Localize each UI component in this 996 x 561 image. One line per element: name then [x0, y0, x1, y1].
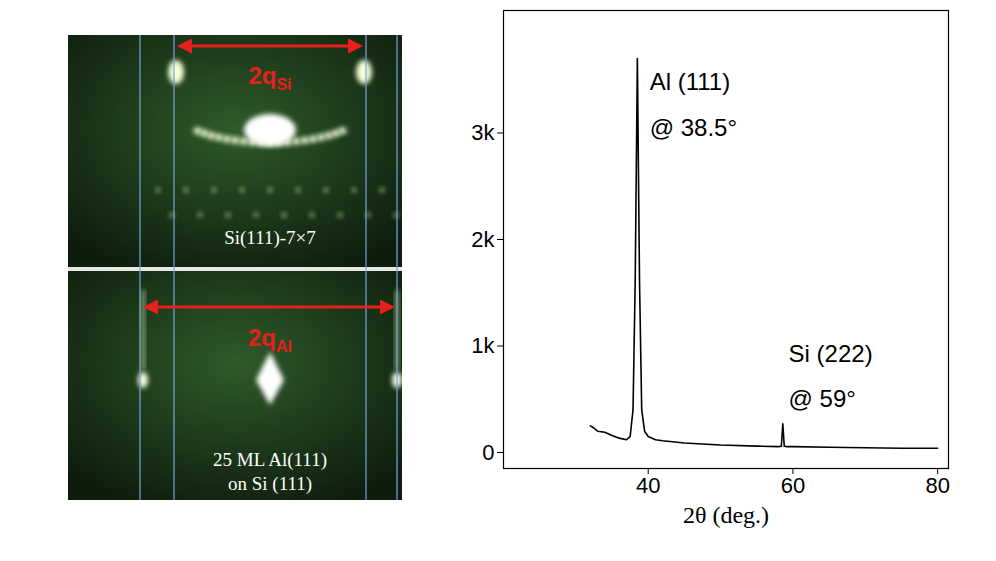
svg-text:2qSi: 2qSi	[248, 62, 291, 93]
svg-text:Si (222): Si (222)	[789, 340, 873, 367]
svg-text:Si(111)-7×7: Si(111)-7×7	[224, 227, 316, 249]
svg-text:25 ML Al(111): 25 ML Al(111)	[213, 449, 327, 471]
svg-text:40: 40	[636, 473, 660, 498]
svg-text:3k: 3k	[471, 120, 495, 145]
svg-text:@ 38.5°: @ 38.5°	[650, 114, 737, 141]
svg-text:Al (111): Al (111)	[650, 68, 730, 95]
svg-text:2k: 2k	[471, 227, 495, 252]
svg-text:2θ (deg.): 2θ (deg.)	[683, 502, 769, 528]
svg-text:60: 60	[781, 473, 805, 498]
svg-text:on Si (111): on Si (111)	[228, 473, 312, 495]
svg-text:0: 0	[482, 440, 494, 465]
svg-text:@ 59°: @ 59°	[789, 385, 856, 412]
svg-text:80: 80	[925, 473, 949, 498]
svg-text:2qAl: 2qAl	[248, 324, 292, 355]
svg-text:1k: 1k	[471, 333, 495, 358]
